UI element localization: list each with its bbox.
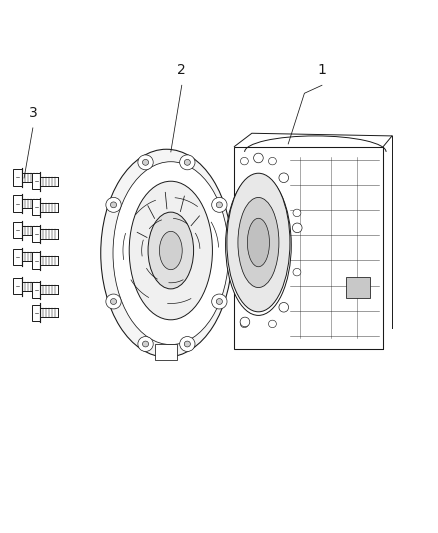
Ellipse shape bbox=[142, 159, 148, 165]
Ellipse shape bbox=[268, 320, 276, 328]
Ellipse shape bbox=[279, 302, 289, 312]
Polygon shape bbox=[32, 253, 40, 269]
Ellipse shape bbox=[184, 159, 191, 165]
Ellipse shape bbox=[212, 197, 227, 212]
Ellipse shape bbox=[279, 173, 289, 183]
Ellipse shape bbox=[180, 336, 195, 351]
Polygon shape bbox=[32, 173, 40, 189]
Ellipse shape bbox=[240, 317, 250, 327]
Ellipse shape bbox=[106, 294, 121, 309]
Polygon shape bbox=[32, 282, 40, 298]
Polygon shape bbox=[234, 147, 383, 349]
Bar bbox=[346, 277, 370, 298]
Ellipse shape bbox=[293, 209, 301, 216]
Polygon shape bbox=[14, 278, 21, 294]
Ellipse shape bbox=[247, 219, 269, 266]
Text: 1: 1 bbox=[318, 63, 326, 77]
Ellipse shape bbox=[101, 149, 232, 357]
Ellipse shape bbox=[129, 181, 212, 320]
Ellipse shape bbox=[138, 336, 153, 351]
Ellipse shape bbox=[293, 269, 301, 276]
Ellipse shape bbox=[293, 223, 302, 232]
Polygon shape bbox=[14, 249, 21, 265]
Ellipse shape bbox=[142, 341, 148, 347]
Ellipse shape bbox=[138, 155, 153, 170]
Text: 2: 2 bbox=[177, 63, 186, 77]
Ellipse shape bbox=[240, 320, 248, 328]
Ellipse shape bbox=[226, 175, 291, 316]
Polygon shape bbox=[32, 226, 40, 242]
Ellipse shape bbox=[180, 155, 195, 170]
Bar bbox=[155, 344, 177, 360]
Polygon shape bbox=[14, 196, 21, 212]
Ellipse shape bbox=[238, 197, 279, 288]
Ellipse shape bbox=[113, 161, 229, 345]
Ellipse shape bbox=[106, 197, 121, 212]
Polygon shape bbox=[32, 305, 40, 321]
Ellipse shape bbox=[212, 294, 227, 309]
Ellipse shape bbox=[240, 157, 248, 165]
Text: 3: 3 bbox=[28, 106, 37, 120]
Ellipse shape bbox=[110, 202, 117, 208]
Polygon shape bbox=[14, 222, 21, 238]
Ellipse shape bbox=[148, 212, 194, 289]
Ellipse shape bbox=[216, 202, 223, 208]
Polygon shape bbox=[32, 199, 40, 215]
Ellipse shape bbox=[110, 298, 117, 304]
Ellipse shape bbox=[254, 153, 263, 163]
Ellipse shape bbox=[216, 298, 223, 304]
Ellipse shape bbox=[159, 231, 182, 270]
Polygon shape bbox=[14, 169, 21, 185]
Ellipse shape bbox=[268, 157, 276, 165]
Ellipse shape bbox=[227, 173, 290, 312]
Ellipse shape bbox=[184, 341, 191, 347]
